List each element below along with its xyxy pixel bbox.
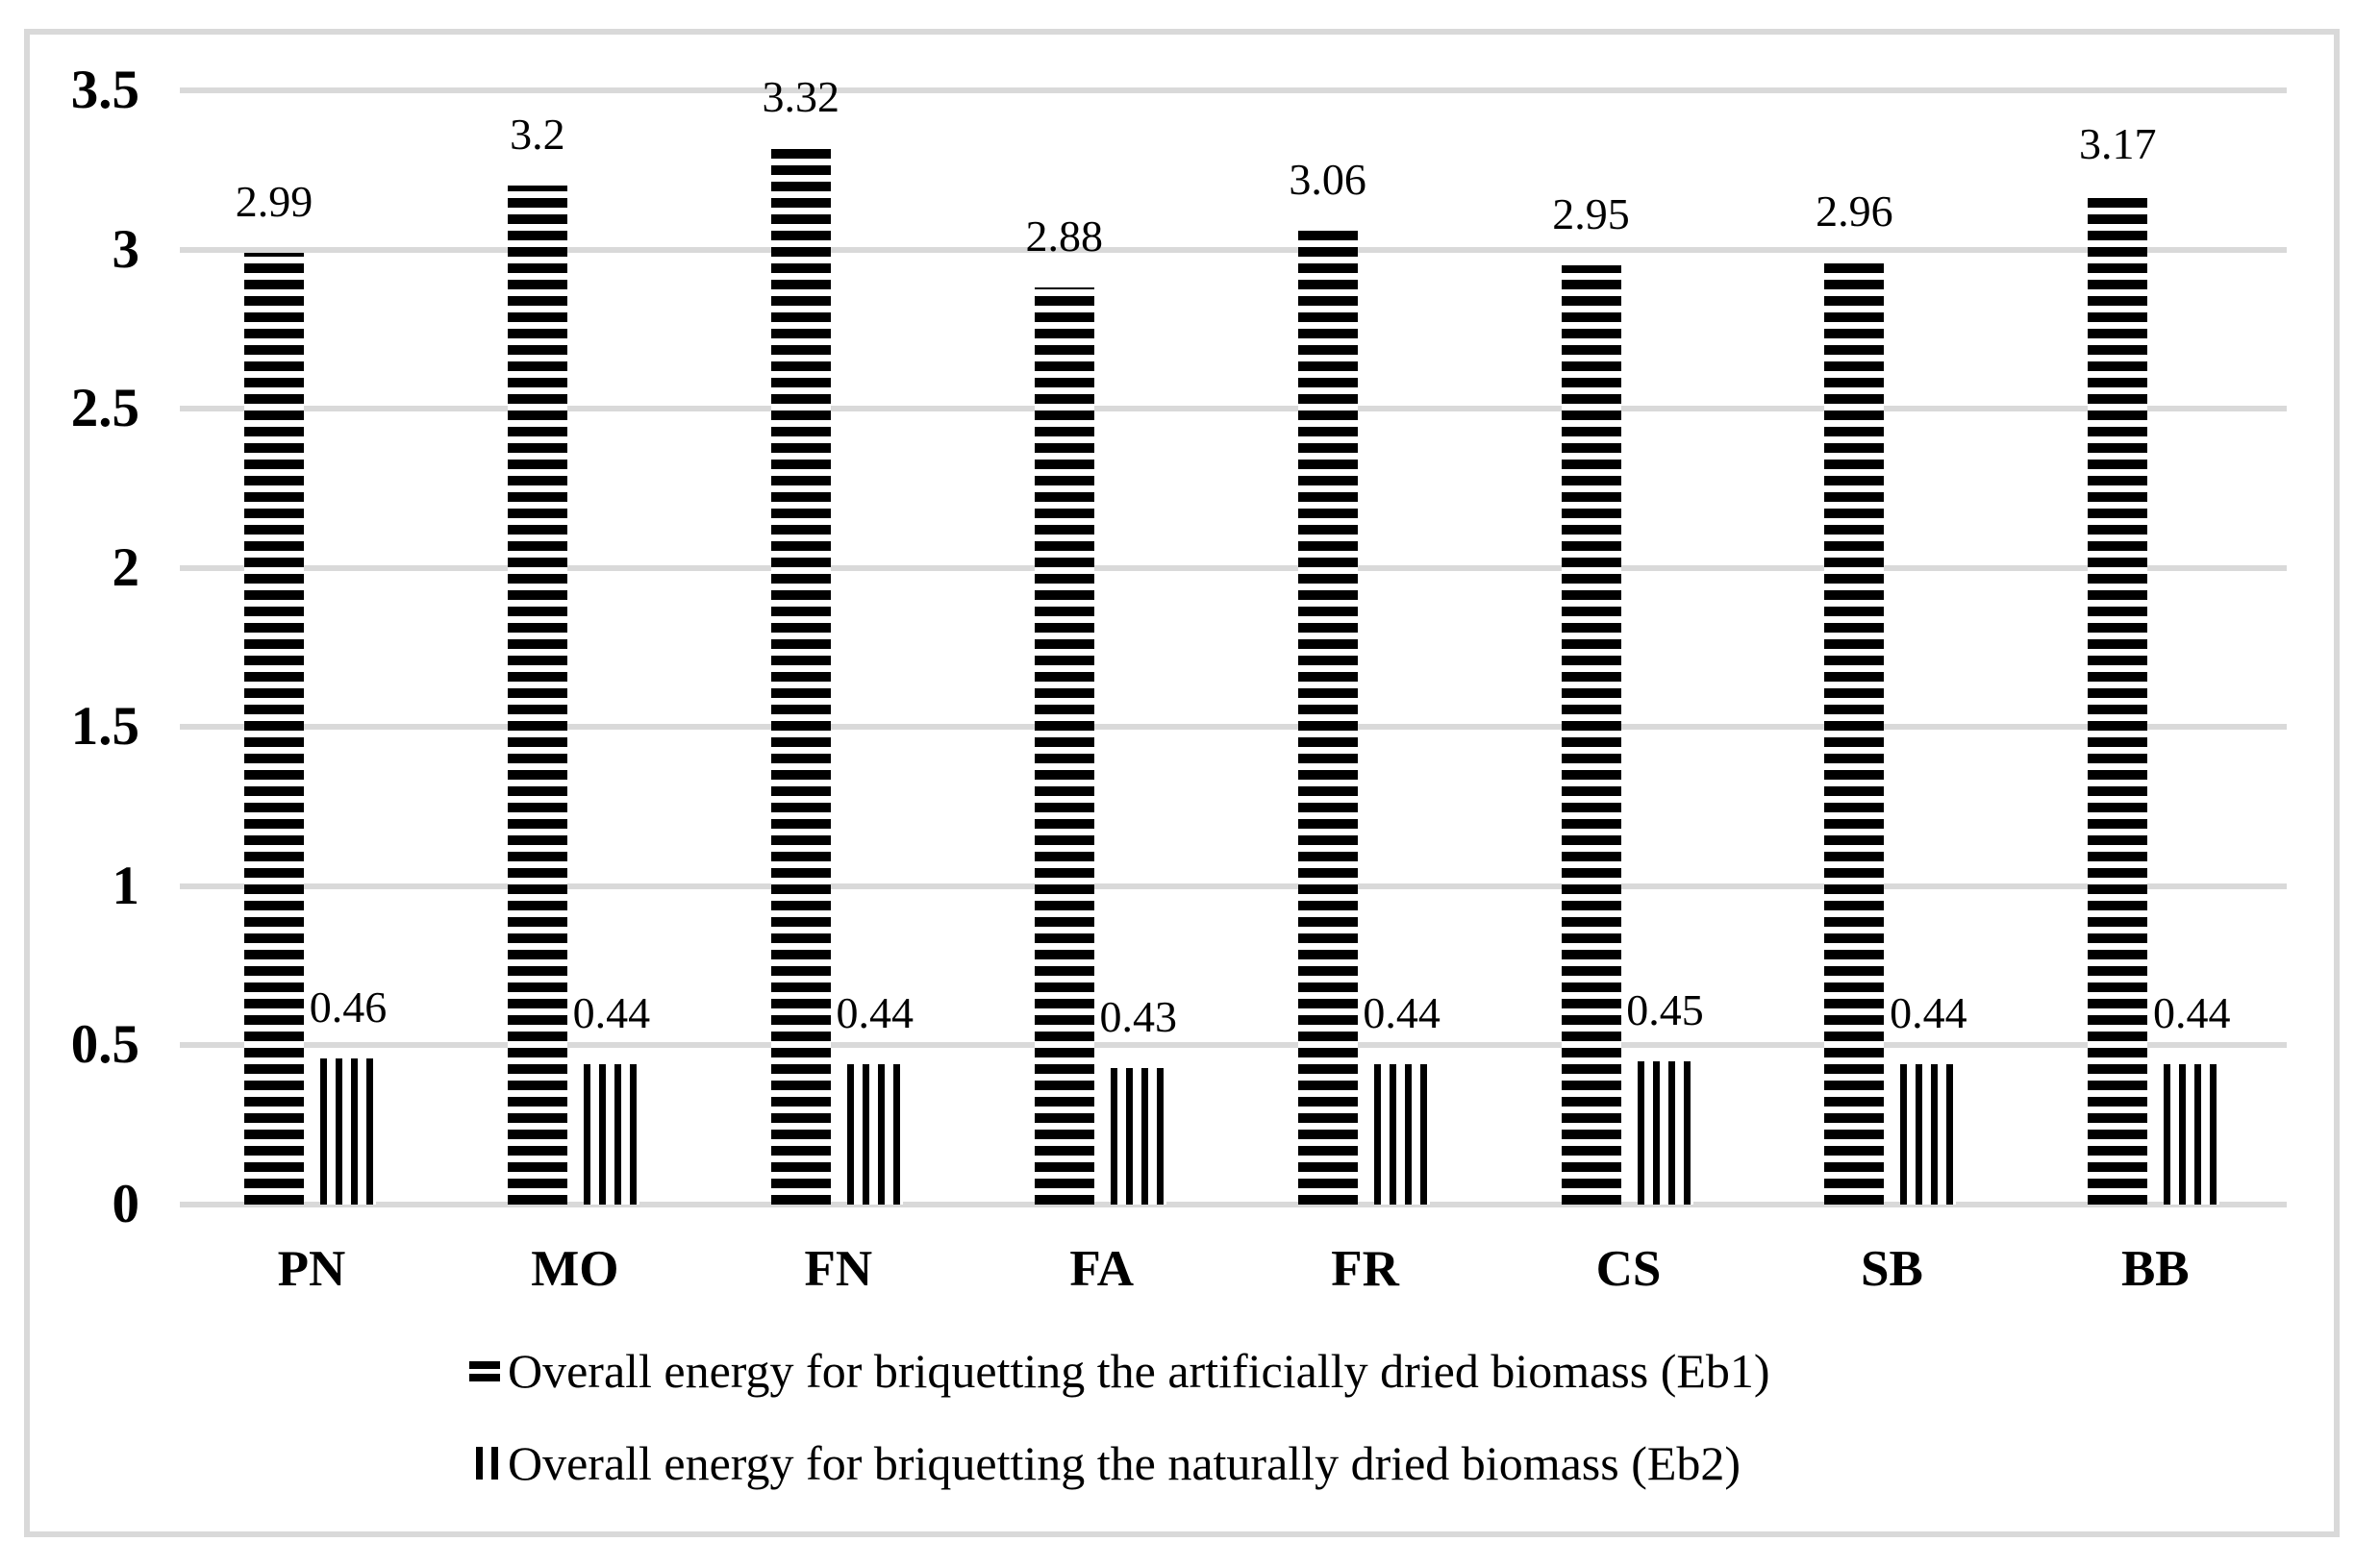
bar-value-label: 0.44	[572, 988, 651, 1038]
bar-value-label: 2.96	[1816, 186, 1893, 236]
category-label: PN	[277, 1241, 346, 1297]
chart-frame	[24, 29, 2340, 1537]
y-tick-label: 0	[112, 1174, 140, 1234]
bar-eb2	[846, 1064, 903, 1205]
y-tick-label: 2	[112, 536, 140, 598]
bar-value-label: 2.95	[1552, 189, 1630, 239]
bar-value-label: 3.2	[510, 110, 565, 160]
bar-value-label: 2.99	[235, 176, 313, 226]
legend-item-label: Overall energy for briquetting the artif…	[508, 1344, 1770, 1398]
bar-value-label: 0.44	[1363, 988, 1441, 1038]
gridline	[180, 1202, 2287, 1207]
bar-value-label: 0.45	[1626, 984, 1704, 1034]
bar-value-label: 0.43	[1099, 991, 1177, 1041]
category-label: BB	[2120, 1241, 2190, 1297]
gridline	[180, 406, 2287, 412]
bar-eb1	[770, 147, 831, 1205]
gridline	[180, 883, 2287, 889]
bar-value-label: 0.44	[836, 988, 914, 1038]
legend-item-label: Overall energy for briquetting the natur…	[508, 1436, 1741, 1490]
bar-value-label: 3.17	[2079, 119, 2157, 169]
y-tick-label: 0.5	[70, 1014, 139, 1076]
legend-item-eb2: Overall energy for briquetting the natur…	[469, 1431, 1770, 1495]
bar-eb2	[2164, 1064, 2220, 1205]
bar-eb2	[1900, 1064, 1957, 1205]
category-label: FA	[1069, 1241, 1135, 1297]
y-tick-label: 1	[112, 855, 140, 916]
category-label: FN	[804, 1241, 873, 1297]
gridline	[180, 1042, 2287, 1049]
y-tick-label: 3.5	[70, 60, 139, 120]
bar-eb2	[583, 1064, 639, 1205]
bar-eb1	[2088, 195, 2148, 1205]
bar-value-label: 2.88	[1025, 211, 1103, 261]
category-label: FR	[1331, 1241, 1399, 1297]
bar-eb1	[1034, 287, 1094, 1205]
bar-eb2	[1110, 1067, 1166, 1205]
bar-value-label: 0.44	[1890, 988, 1967, 1038]
bar-eb2	[320, 1057, 376, 1205]
gridline	[180, 564, 2287, 571]
bar-eb1	[507, 186, 567, 1205]
bar-eb1	[1561, 265, 1621, 1205]
bar-eb1	[244, 252, 304, 1205]
gridline	[180, 724, 2287, 731]
category-label: MO	[531, 1241, 619, 1297]
y-tick-label: 2.5	[70, 378, 139, 439]
category-label: SB	[1860, 1241, 1923, 1297]
legend-item-eb1: Overall energy for briquetting the artif…	[469, 1339, 1770, 1403]
bar-eb1	[1824, 261, 1885, 1205]
bar-value-label: 3.32	[762, 71, 840, 121]
bar-value-label: 3.06	[1289, 154, 1366, 204]
bar-eb1	[1297, 230, 1358, 1205]
category-label: CS	[1595, 1241, 1662, 1297]
gridline	[180, 246, 2287, 253]
y-tick-label: 1.5	[70, 696, 139, 758]
gridline	[180, 87, 2287, 93]
horizontal-stripes-legend-marker-icon	[469, 1360, 500, 1381]
vertical-stripes-legend-marker-icon	[476, 1447, 498, 1480]
bar-eb2	[1637, 1060, 1693, 1205]
legend: Overall energy for briquetting the artif…	[469, 1339, 1770, 1495]
bar-eb2	[1373, 1064, 1430, 1205]
bar-value-label: 0.44	[2153, 988, 2231, 1038]
bar-value-label: 0.46	[309, 982, 388, 1032]
y-tick-label: 3	[112, 218, 140, 280]
